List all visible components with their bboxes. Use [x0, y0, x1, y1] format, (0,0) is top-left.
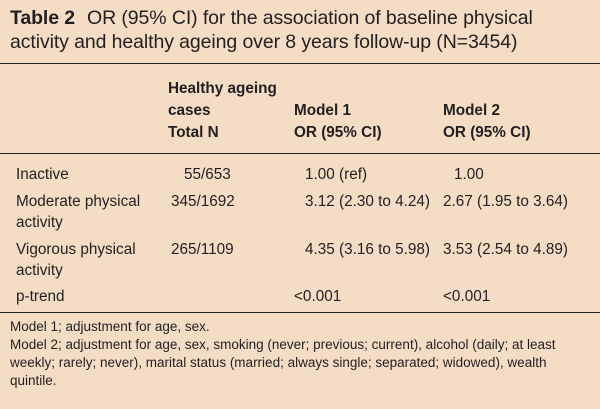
table-title: OR (95% CI) for the association of basel… — [10, 7, 533, 53]
footnote-model2: Model 2; adjustment for age, sex, smokin… — [10, 337, 556, 388]
header-model2-line1: Model 2 — [443, 102, 500, 119]
header-model2-line2: OR (95% CI) — [443, 124, 531, 141]
bottom-rule — [0, 312, 600, 313]
row-model1: 4.35 (3.16 to 5.98) — [305, 241, 431, 258]
row-cases: 265/1109 — [171, 241, 234, 258]
row-cases: 55/653 — [184, 166, 231, 183]
row-label: p-trend — [16, 288, 65, 305]
top-rule — [0, 63, 600, 64]
row-label: Moderate physical — [16, 193, 141, 210]
header-cases-line2: cases — [168, 102, 211, 119]
row-label-cont: activity — [16, 214, 63, 231]
row-model2: 3.53 (2.54 to 4.89) — [443, 241, 569, 258]
header-model1-line2: OR (95% CI) — [294, 124, 382, 141]
row-model1: 1.00 (ref) — [305, 166, 368, 183]
row-label: Vigorous physical — [16, 241, 136, 258]
row-model2: <0.001 — [443, 288, 491, 305]
row-cases: 345/1692 — [171, 193, 235, 210]
table-caption: Table 2 OR (95% CI) for the association o… — [10, 6, 595, 54]
table-footnotes: Model 1; adjustment for age, sex. Model … — [10, 318, 595, 390]
header-rule — [0, 153, 600, 154]
row-model2: 1.00 — [454, 166, 484, 183]
header-cases-line3: Total N — [168, 124, 219, 141]
row-model1: <0.001 — [294, 288, 342, 305]
header-model1-line1: Model 1 — [294, 102, 351, 119]
table-number: Table 2 — [10, 7, 76, 29]
row-label-cont: activity — [16, 262, 63, 279]
header-cases-line1: Healthy ageing — [168, 80, 277, 97]
row-label: Inactive — [16, 166, 69, 183]
row-model1: 3.12 (2.30 to 4.24) — [305, 193, 431, 210]
row-model2: 2.67 (1.95 to 3.64) — [443, 193, 569, 210]
footnote-model1: Model 1; adjustment for age, sex. — [10, 319, 210, 334]
